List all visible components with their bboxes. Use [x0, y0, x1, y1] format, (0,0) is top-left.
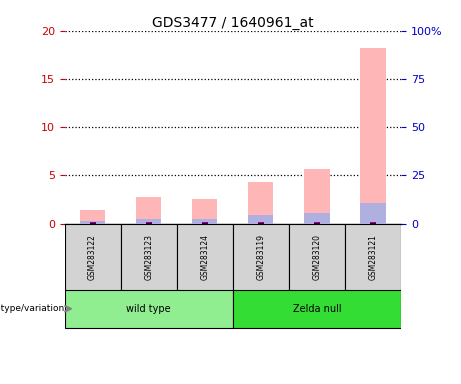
Bar: [65, 223, 121, 290]
Text: GSM283122: GSM283122: [88, 234, 97, 280]
Bar: [177, 223, 233, 290]
Text: GSM283121: GSM283121: [368, 234, 378, 280]
Bar: [233, 223, 289, 290]
Bar: [136, 218, 161, 223]
Bar: [361, 203, 386, 223]
Bar: [65, 290, 233, 328]
Bar: [289, 223, 345, 290]
Bar: [121, 223, 177, 290]
Bar: [248, 215, 273, 223]
Bar: [304, 169, 330, 223]
Bar: [370, 222, 376, 223]
Bar: [136, 197, 161, 223]
Text: genotype/variation: genotype/variation: [0, 304, 65, 313]
Text: GSM283120: GSM283120: [313, 233, 321, 280]
Text: Zelda null: Zelda null: [293, 304, 341, 314]
Bar: [192, 219, 218, 223]
Text: wild type: wild type: [126, 304, 171, 314]
Bar: [89, 222, 95, 223]
Text: GSM283119: GSM283119: [256, 233, 266, 280]
Text: GSM283124: GSM283124: [200, 233, 209, 280]
Bar: [258, 222, 264, 223]
Bar: [314, 222, 320, 223]
Bar: [233, 290, 401, 328]
Bar: [361, 48, 386, 223]
Bar: [345, 223, 401, 290]
Bar: [80, 222, 105, 223]
Bar: [192, 199, 218, 223]
Bar: [146, 222, 152, 223]
Bar: [80, 210, 105, 223]
Title: GDS3477 / 1640961_at: GDS3477 / 1640961_at: [152, 16, 313, 30]
Bar: [202, 222, 208, 223]
Bar: [304, 213, 330, 223]
Text: GSM283123: GSM283123: [144, 233, 153, 280]
Bar: [248, 182, 273, 223]
